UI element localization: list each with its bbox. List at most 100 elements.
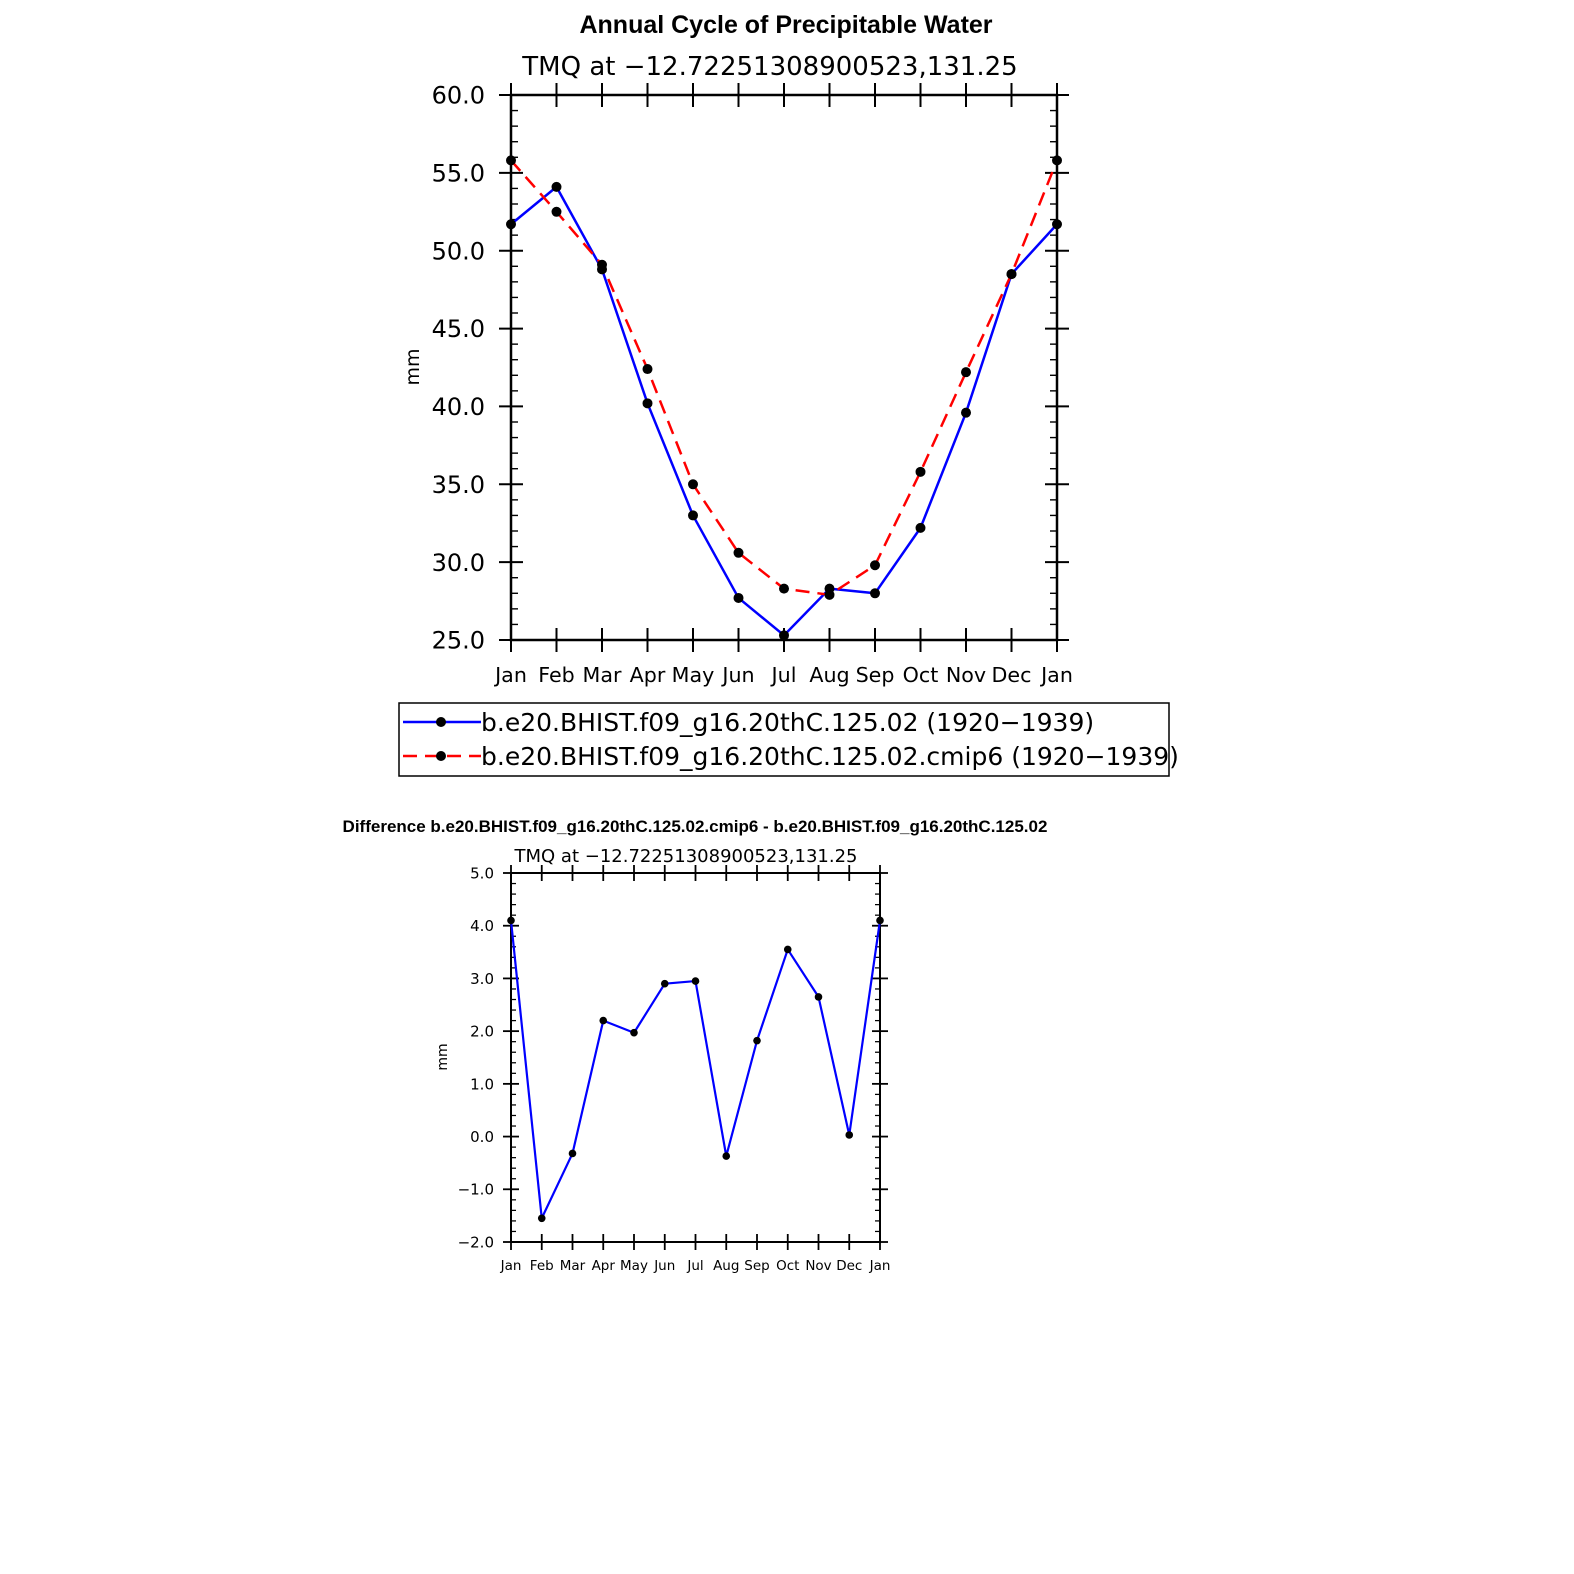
data-point-series-1 (642, 398, 653, 409)
chart1-y-axis-label: mm (402, 348, 424, 385)
x-tick-label: Mar (560, 1258, 586, 1274)
chart1-plot-frame (509, 93, 1059, 642)
x-tick-label: Jul (770, 663, 797, 687)
data-point-series-1 (814, 993, 823, 1001)
data-point-series-1 (691, 977, 700, 985)
x-tick-label: Nov (946, 663, 986, 687)
y-tick-label: 4.0 (470, 917, 494, 935)
y-tick-label: 3.0 (470, 970, 494, 988)
data-point-series-1 (779, 630, 789, 641)
data-point-series-1 (783, 945, 792, 954)
data-point-series-1 (722, 1152, 731, 1160)
chart2-y-ticks: −2.0 −1.0 0.0 1.0 2.0 3.0 4.0 5.0 (458, 864, 888, 1251)
legend-label-series-2: b.e20.BHIST.f09_g16.20thC.125.02.cmip6 (… (481, 742, 1179, 771)
y-tick-label: 50.0 (432, 237, 485, 265)
data-point-series-1 (537, 1214, 546, 1223)
y-tick-label: 40.0 (432, 393, 485, 421)
x-tick-label: Oct (776, 1258, 799, 1274)
series-line-2 (510, 159, 1059, 597)
x-tick-label: Jan (1039, 663, 1073, 687)
annual-cycle-chart: Annual Cycle of Precipitable Water TMQ a… (398, 11, 1179, 777)
legend-marker-series-2 (436, 751, 446, 761)
chart1-series-layer (506, 155, 1062, 641)
data-point-series-1 (961, 407, 971, 418)
chart2-series-layer (507, 916, 884, 1223)
data-point-series-1 (599, 1016, 608, 1025)
data-point-series-1 (753, 1036, 761, 1045)
data-point-series-2 (1052, 155, 1062, 166)
chart2-plot-frame (510, 872, 881, 1243)
data-point-series-1 (733, 592, 744, 603)
data-point-series-1 (1052, 219, 1062, 230)
y-tick-label: −1.0 (458, 1181, 494, 1199)
y-tick-label: 60.0 (432, 82, 485, 110)
x-tick-label: Apr (592, 1258, 616, 1274)
data-point-series-1 (551, 181, 562, 192)
data-point-series-2 (961, 367, 971, 378)
x-tick-label: Feb (538, 663, 575, 687)
chart1-legend: b.e20.BHIST.f09_g16.20thC.125.02 (1920−1… (398, 702, 1179, 777)
data-point-series-1 (876, 916, 884, 925)
data-point-series-2 (1006, 269, 1017, 280)
data-point-series-2 (733, 547, 744, 558)
data-point-series-1 (660, 979, 669, 988)
x-tick-label: Jan (500, 1258, 522, 1274)
y-tick-label: 45.0 (432, 315, 485, 343)
x-tick-label: Nov (805, 1258, 831, 1274)
chart1-x-ticks: Jan Feb Mar Apr May Jun Jul Aug Sep Oct Nov Dec Jan (493, 83, 1073, 687)
chart2-title: Difference b.e20.BHIST.f09_g16.20thC.125… (343, 817, 1048, 836)
x-tick-label: Aug (809, 663, 849, 687)
data-point-series-1 (845, 1131, 854, 1139)
x-tick-label: Dec (992, 663, 1032, 687)
data-point-series-1 (506, 219, 516, 230)
x-tick-label: Jun (653, 1258, 675, 1274)
data-point-series-2 (551, 206, 562, 217)
x-tick-label: Feb (530, 1258, 554, 1274)
data-point-series-2 (870, 560, 880, 571)
y-tick-label: −2.0 (458, 1233, 494, 1251)
data-point-series-1 (630, 1028, 638, 1037)
y-tick-label: 55.0 (432, 159, 485, 187)
data-point-series-1 (870, 588, 880, 599)
x-tick-label: Jul (686, 1258, 703, 1274)
y-tick-label: 35.0 (432, 471, 485, 499)
x-tick-label: May (620, 1258, 648, 1274)
chart1-subtitle: TMQ at −12.72251308900523,131.25 (521, 52, 1017, 82)
x-tick-label: Aug (713, 1258, 739, 1274)
data-point-series-1 (507, 916, 515, 925)
data-point-series-1 (688, 510, 698, 521)
x-tick-label: Jan (869, 1258, 891, 1274)
y-tick-label: 30.0 (432, 549, 485, 577)
x-tick-label: Sep (856, 663, 895, 687)
x-tick-label: Jun (720, 663, 754, 687)
y-tick-label: 5.0 (470, 864, 494, 882)
y-tick-label: 0.0 (470, 1128, 494, 1146)
data-point-series-2 (688, 479, 698, 490)
legend-label-series-1: b.e20.BHIST.f09_g16.20thC.125.02 (1920−1… (481, 708, 1094, 737)
x-tick-label: Apr (630, 663, 666, 687)
x-tick-label: Oct (903, 663, 939, 687)
chart2-subtitle: TMQ at −12.72251308900523,131.25 (514, 846, 858, 867)
data-point-series-2 (824, 589, 835, 600)
data-point-series-2 (506, 155, 516, 166)
data-point-series-2 (915, 466, 926, 477)
x-tick-label: Mar (583, 663, 622, 687)
legend-marker-series-1 (436, 717, 446, 727)
y-tick-label: 1.0 (470, 1075, 494, 1093)
x-tick-label: Dec (836, 1258, 862, 1274)
chart2-y-axis-label: mm (435, 1043, 451, 1070)
y-tick-label: 2.0 (470, 1023, 494, 1041)
data-point-series-1 (915, 522, 926, 533)
x-tick-label: May (672, 663, 715, 687)
y-tick-label: 25.0 (432, 627, 485, 655)
series-line-1 (509, 920, 882, 1220)
data-point-series-2 (642, 364, 653, 375)
chart1-y-ticks: 25.0 30.0 35.0 40.0 45.0 50.0 55.0 60.0 (432, 82, 1069, 655)
chart2-x-ticks: Jan Feb Mar Apr May Jun Jul Aug Sep Oct Nov Dec Jan (500, 865, 891, 1274)
data-point-series-1 (568, 1149, 577, 1158)
chart1-title: Annual Cycle of Precipitable Water (579, 11, 992, 39)
data-point-series-2 (779, 583, 789, 594)
difference-chart: Difference b.e20.BHIST.f09_g16.20thC.125… (343, 817, 1048, 1274)
legend-frame (398, 702, 1170, 777)
